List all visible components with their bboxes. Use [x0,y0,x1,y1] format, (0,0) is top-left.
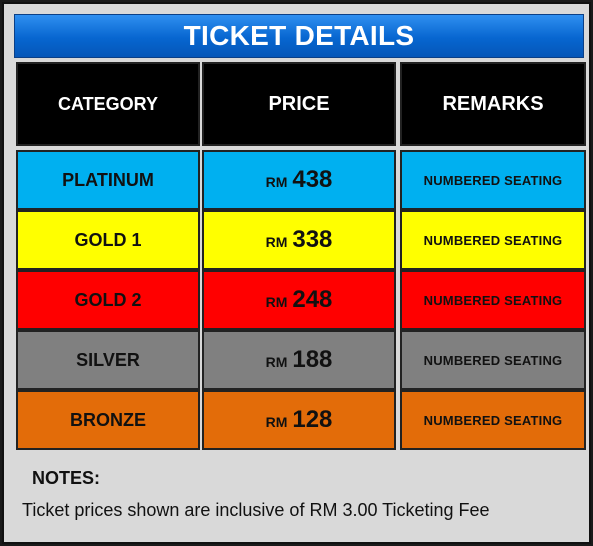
remarks-label: NUMBERED SEATING [423,412,563,428]
notes-text: Ticket prices shown are inclusive of RM … [22,500,490,520]
table-row-price: RM 438 [202,150,396,210]
table-row-category: BRONZE [16,390,200,450]
header-category: CATEGORY [16,62,200,146]
table-row-remarks: NUMBERED SEATING [400,150,586,210]
table-row-price: RM 188 [202,330,396,390]
table-row-price: RM 128 [202,390,396,450]
price-value: 338 [292,226,333,253]
price-value: 248 [292,286,333,313]
table-row-remarks: NUMBERED SEATING [400,210,586,270]
notes-title: NOTES: [32,468,101,488]
header-price: PRICE [202,62,396,146]
price-value: 438 [292,166,333,193]
table-row-price: RM 338 [202,210,396,270]
category-label: BRONZE [70,409,146,430]
remarks-label: NUMBERED SEATING [423,352,563,368]
currency-label: RM [265,354,288,370]
category-label: GOLD 1 [74,229,142,250]
price-value: 128 [292,406,333,433]
category-label: PLATINUM [62,169,154,190]
category-label: GOLD 2 [74,289,142,310]
table-row-category: GOLD 1 [16,210,200,270]
table-row-remarks: NUMBERED SEATING [400,330,586,390]
table-row-category: GOLD 2 [16,270,200,330]
category-label: SILVER [76,349,140,370]
table-row-remarks: NUMBERED SEATING [400,270,586,330]
currency-label: RM [265,294,288,310]
remarks-label: NUMBERED SEATING [423,232,563,248]
table-row-remarks: NUMBERED SEATING [400,390,586,450]
header-remarks: REMARKS [400,62,586,146]
remarks-label: NUMBERED SEATING [423,292,563,308]
currency-label: RM [265,174,288,190]
table-row-category: SILVER [16,330,200,390]
price-value: 188 [292,346,333,373]
currency-label: RM [265,414,288,430]
panel-title: TICKET DETAILS [14,14,584,58]
remarks-label: NUMBERED SEATING [423,172,563,188]
currency-label: RM [265,234,288,250]
table-row-category: PLATINUM [16,150,200,210]
table-row-price: RM 248 [202,270,396,330]
